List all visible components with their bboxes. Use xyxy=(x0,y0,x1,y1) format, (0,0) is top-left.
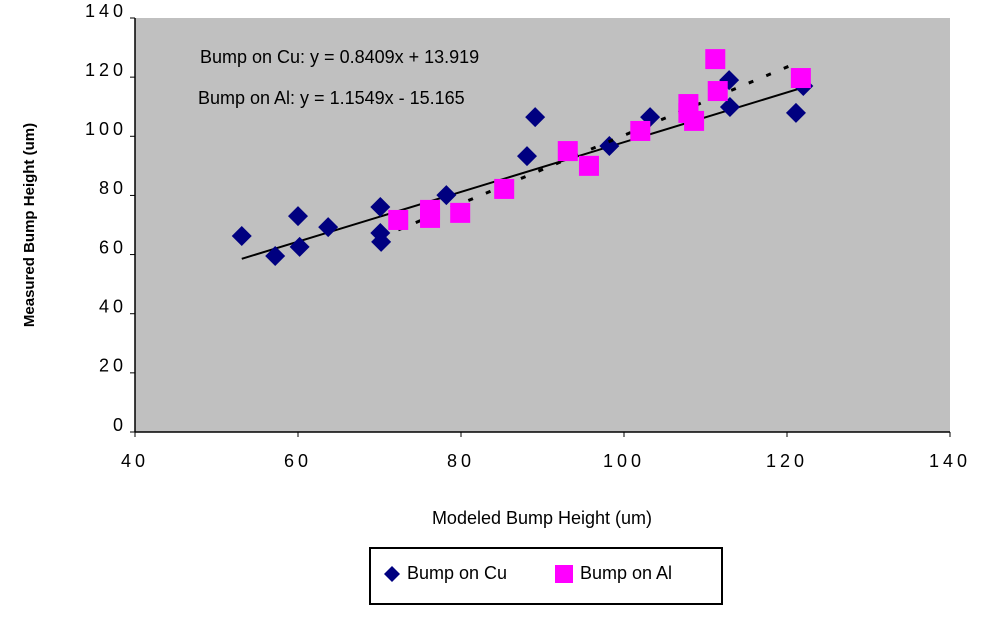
annotation: Bump on Cu: y = 0.8409x + 13.919 xyxy=(200,47,479,67)
y-tick-label: 60 xyxy=(99,237,127,257)
point xyxy=(705,49,726,70)
y-tick-label: 0 xyxy=(113,415,127,435)
y-tick-label: 140 xyxy=(85,1,127,21)
point xyxy=(525,107,546,128)
point xyxy=(557,141,578,162)
legend-marker xyxy=(555,565,573,583)
point xyxy=(785,102,806,123)
point xyxy=(288,206,308,227)
legend-label: Bump on Cu xyxy=(407,563,507,583)
y-tick-label: 80 xyxy=(99,178,127,198)
point xyxy=(318,217,339,238)
annotation: Bump on Al: y = 1.1549x - 15.165 xyxy=(198,88,465,108)
x-tick-label: 80 xyxy=(447,451,475,471)
legend xyxy=(369,547,723,605)
point xyxy=(494,178,515,199)
point xyxy=(388,209,409,230)
point xyxy=(707,81,728,102)
point xyxy=(790,68,811,89)
y-tick-label: 100 xyxy=(85,119,127,139)
point xyxy=(265,246,286,267)
legend-marker xyxy=(384,566,400,582)
point xyxy=(517,146,538,167)
x-tick-label: 60 xyxy=(284,451,312,471)
point xyxy=(231,225,252,246)
point xyxy=(371,231,392,252)
point xyxy=(289,236,310,257)
y-tick-label: 20 xyxy=(99,356,127,376)
point xyxy=(599,136,620,157)
point xyxy=(630,120,651,141)
x-tick-label: 140 xyxy=(929,451,971,471)
x-axis-label: Modeled Bump Height (um) xyxy=(432,508,652,528)
trendline xyxy=(241,86,804,260)
y-tick-label: 120 xyxy=(85,60,127,80)
y-tick-label: 40 xyxy=(99,296,127,316)
x-tick-label: 100 xyxy=(603,451,645,471)
point xyxy=(578,155,599,176)
trendline xyxy=(397,59,802,232)
point xyxy=(370,196,391,217)
legend-label: Bump on Al xyxy=(580,563,672,583)
x-tick-label: 40 xyxy=(121,451,149,471)
point xyxy=(684,110,705,131)
point xyxy=(450,202,471,223)
x-tick-label: 120 xyxy=(766,451,808,471)
point xyxy=(436,185,457,206)
point xyxy=(420,207,441,228)
plot-area xyxy=(135,18,950,432)
y-axis-label: Measured Bump Height (um) xyxy=(21,123,38,327)
point xyxy=(719,97,740,118)
